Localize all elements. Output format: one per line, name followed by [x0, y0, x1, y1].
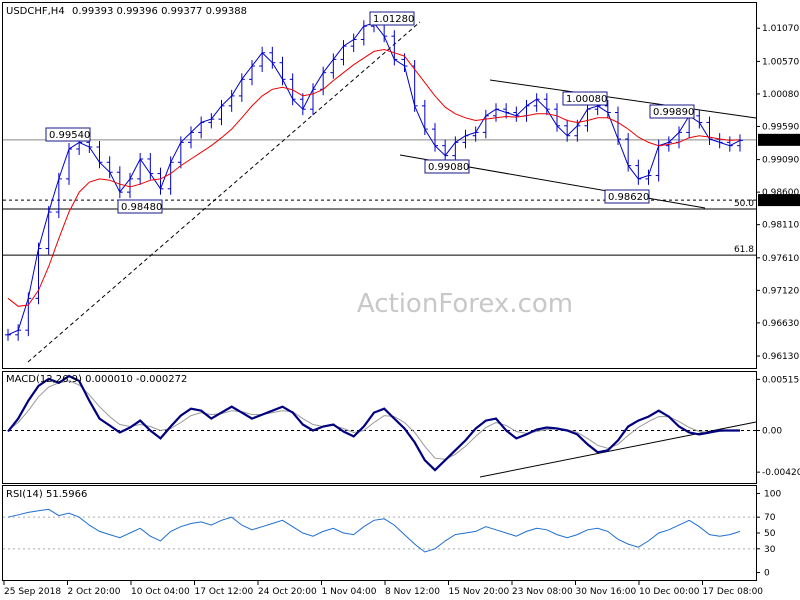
time-tick-label: 17 Dec 08:00: [703, 587, 764, 597]
macd-main-line: [7, 374, 740, 472]
price-callout-box: [45, 127, 91, 142]
macd-tick-label: -0.004205: [762, 468, 800, 478]
channel-upper-line: [489, 79, 757, 119]
time-tick-label: 10 Oct 04:00: [131, 587, 190, 597]
time-tick-label: 2 Oct 20:00: [68, 587, 121, 597]
fib-level-label: 61.8: [734, 245, 754, 255]
rsi-tick-label: 50: [764, 529, 776, 539]
price-callout-box: [562, 91, 608, 106]
macd-label: MACD(12,26,9) 0.000010 -0.000272: [6, 374, 187, 385]
symbol-label: USDCHF,H4: [6, 6, 65, 17]
support-price-tag-text: 0.98480: [761, 197, 798, 207]
time-tick-label: 15 Nov 20:00: [449, 587, 510, 597]
support-price-tag: 0.98480: [758, 194, 800, 207]
price-tick-label: 0.96630: [762, 319, 799, 329]
rsi-tick-label: 0: [764, 569, 770, 579]
time-tick-label: 1 Nov 04:00: [322, 587, 377, 597]
price-callout-box: [117, 199, 163, 214]
price-callout-text: 0.99080: [428, 162, 469, 173]
price-tick-label: 0.99590: [762, 122, 799, 132]
price-callout-labels: 1.01280 0.99540 1.00080 0.99890 0.99080 0.986…: [45, 11, 695, 214]
price-tick-label: 0.98110: [762, 221, 799, 231]
rising-trend-line: [27, 21, 421, 363]
price-callout-text: 0.98620: [608, 192, 649, 203]
price-callout-text: 0.99540: [49, 130, 90, 141]
price-callout-text: 0.98480: [121, 202, 162, 213]
price-callout-text: 1.00080: [566, 94, 607, 105]
current-price-tag: 0.99388: [758, 133, 800, 146]
watermark: ActionForex.com: [357, 289, 573, 319]
time-tick-label: 8 Nov 12:00: [385, 587, 440, 597]
price-callout-text: 0.99890: [653, 107, 694, 118]
price-callout-box: [424, 159, 470, 174]
rsi-axis: 100 70 50 30 0: [756, 489, 781, 579]
support-price-tag-box: [758, 194, 800, 207]
price-axis: 1.01070 1.00570 1.00080 0.99590 0.99090 0.986…: [756, 24, 799, 362]
price-panel: ActionForex.com 50.061.8 1.012800.995401…: [2, 2, 757, 369]
price-tick-label: 0.97610: [762, 254, 799, 264]
price-callout-box: [604, 189, 650, 204]
price-tick-label: 1.01070: [762, 24, 799, 34]
macd-tick-label: 0.00: [762, 426, 782, 436]
time-tick-label: 23 Nov 08:00: [512, 587, 573, 597]
time-tick-label: 24 Oct 20:00: [258, 587, 317, 597]
rsi-tick-label: 30: [764, 545, 776, 555]
rsi-tick-label: 100: [764, 489, 781, 499]
macd-tick-label: 0.005156: [762, 375, 800, 385]
price-tick-label: 1.00080: [762, 90, 799, 100]
moving-average-line: [7, 48, 741, 307]
macd-panel-frame: [2, 371, 757, 484]
price-tick-label: 0.99090: [762, 156, 799, 166]
time-tick-label: 30 Nov 16:00: [576, 587, 637, 597]
current-price-tag-text: 0.99388: [761, 136, 798, 146]
fib-level-label: 50.0: [734, 199, 754, 209]
price-tick-label: 0.97120: [762, 286, 799, 296]
macd-trend-line: [479, 421, 757, 478]
time-tick-label: 17 Oct 12:00: [195, 587, 254, 597]
macd-axis: 0.005156 0.00 -0.004205: [756, 375, 800, 478]
time-axis: 25 Sep 2018 2 Oct 20:00 10 Oct 04:00 17 Oct…: [3, 581, 764, 597]
macd-panel: MACD(12,26,9) 0.000010 -0.000272: [2, 371, 757, 484]
rsi-series-line: [7, 508, 741, 553]
price-callout-box: [649, 104, 695, 119]
ohlc-label: 0.99393 0.99396 0.99377 0.99388: [72, 6, 247, 17]
rsi-label: RSI(14) 51.5966: [6, 489, 87, 500]
price-panel-frame: [2, 2, 757, 369]
price-tick-label: 0.98600: [762, 188, 799, 198]
price-callout-text: 1.01280: [373, 14, 414, 25]
current-price-tag-box: [758, 133, 800, 146]
price-callout-box: [369, 11, 415, 26]
price-tick-label: 1.00570: [762, 57, 799, 67]
time-tick-label: 25 Sep 2018: [4, 587, 61, 597]
time-tick-label: 10 Dec 00:00: [639, 587, 700, 597]
rsi-tick-label: 70: [764, 513, 776, 523]
rsi-panel: RSI(14) 51.5966: [2, 485, 757, 581]
price-tick-label: 0.96130: [762, 352, 799, 362]
